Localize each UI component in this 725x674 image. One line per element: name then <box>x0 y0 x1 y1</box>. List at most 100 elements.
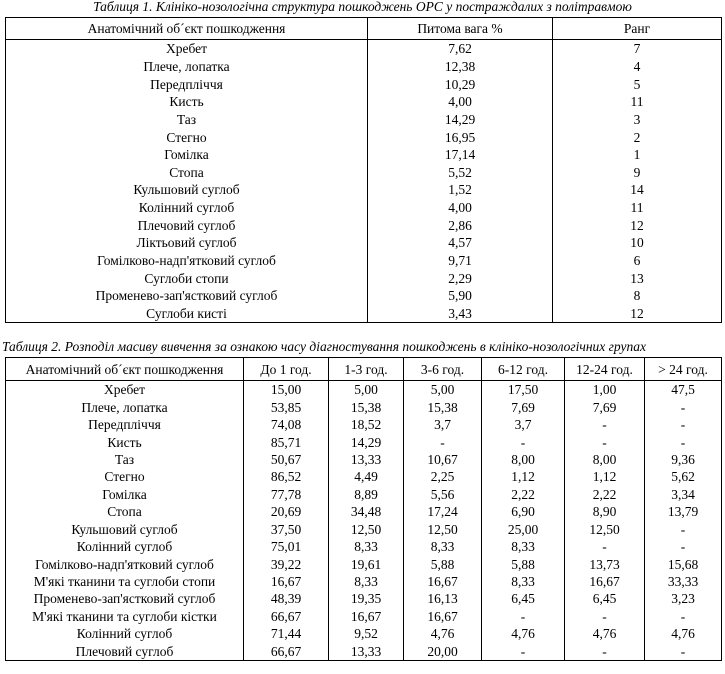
table1-cell: Гомілково-надп'ятковий суглоб <box>5 251 368 270</box>
table1-cell: Плече, лопатка <box>5 57 368 76</box>
table2-cell: 16,67 <box>403 572 482 591</box>
table2-cell: 8,33 <box>481 537 565 556</box>
table2-cell: Кисть <box>5 433 244 451</box>
diagnosis-time-table: Анатомічний об´єкт пошкодження До 1 год.… <box>5 357 722 661</box>
table1-cell: Кисть <box>5 92 368 111</box>
table1-cell: Стегно <box>5 128 368 146</box>
table2-cell: 8,90 <box>564 503 645 521</box>
table2-row: Гомілка 77,78 8,89 5,56 2,22 2,22 3,34 <box>5 485 722 504</box>
table2-cell: 85,71 <box>243 433 329 451</box>
table1-cell: 7 <box>552 39 722 58</box>
table2-cell: Стопа <box>5 503 244 521</box>
table2-cell: 8,89 <box>328 485 404 504</box>
table2-cell: 74,08 <box>243 415 329 434</box>
table1-cell: 4 <box>552 57 722 76</box>
table2-row: М'які тканини та суглоби стопи 16,67 8,33 1… <box>5 572 722 591</box>
table1-cell: 5,90 <box>367 286 553 305</box>
table1-cell: 1 <box>552 145 722 164</box>
table2-cell: 8,33 <box>328 572 404 591</box>
table2-cell: 48,39 <box>243 590 329 608</box>
table2-cell: - <box>564 642 645 661</box>
table2-cell: 50,67 <box>243 450 329 469</box>
table1-header-rank: Ранг <box>552 17 722 40</box>
table1-row: Колінний суглоб 4,00 11 <box>5 198 722 217</box>
table1-row: Суглоби стопи 2,29 13 <box>5 269 722 287</box>
table1-cell: Ліктьовий суглоб <box>5 234 368 252</box>
table2-cell: М'які тканини та суглоби стопи <box>5 572 244 591</box>
table2-cell: 15,38 <box>328 398 404 416</box>
table1-header-object: Анатомічний об´єкт пошкодження <box>5 17 368 40</box>
table2-cell: Гомілка <box>5 485 244 504</box>
table2-cell: Колінний суглоб <box>5 537 244 556</box>
table2-cell: 15,38 <box>403 398 482 416</box>
table2-cell: 2,22 <box>481 485 565 504</box>
table1-cell: Таз <box>5 110 368 129</box>
table1-cell: Хребет <box>5 39 368 58</box>
table2-cell: 12,50 <box>403 520 482 538</box>
table2-cell: 2,25 <box>403 468 482 486</box>
table2-cell: 66,67 <box>243 607 329 626</box>
table2-cell: - <box>644 607 722 626</box>
table2-cell: - <box>644 520 722 538</box>
table1-cell: 7,62 <box>367 39 553 58</box>
table2-cell: 5,00 <box>403 380 482 399</box>
table2-cell: 9,52 <box>328 625 404 643</box>
table2-cell: 16,67 <box>243 572 329 591</box>
table2-cell: - <box>644 642 722 661</box>
table2-cell: 8,33 <box>328 537 404 556</box>
table2-cell: Таз <box>5 450 244 469</box>
table2-cell: 4,76 <box>403 625 482 643</box>
table2-cell: 3,7 <box>481 415 565 434</box>
table1-cell: 11 <box>552 198 722 217</box>
table1-cell: 4,00 <box>367 92 553 111</box>
table2-row: Передпліччя 74,08 18,52 3,7 3,7- - <box>5 415 722 434</box>
table1-cell: 16,95 <box>367 128 553 146</box>
table1-cell: 14 <box>552 181 722 199</box>
table2-cell: Кульшовий суглоб <box>5 520 244 538</box>
table2-cell: 15,68 <box>644 555 722 573</box>
table1-cell: 8 <box>552 286 722 305</box>
table1-row: Плече, лопатка 12,38 4 <box>5 57 722 76</box>
table2-cell: - <box>644 537 722 556</box>
table1-cell: Стопа <box>5 163 368 182</box>
table2-cell: 6,90 <box>481 503 565 521</box>
table1-row: Плечовий суглоб 2,86 12 <box>5 216 722 235</box>
table1-cell: Колінний суглоб <box>5 198 368 217</box>
table1-cell: 1,52 <box>367 181 553 199</box>
table2-header-lt1h: До 1 год. <box>243 357 329 381</box>
structure-table: Анатомічний об´єкт пошкодження Питома ва… <box>5 17 722 324</box>
table2-cell: 77,78 <box>243 485 329 504</box>
table2-cell: 16,13 <box>403 590 482 608</box>
table2-cell: Стегно <box>5 468 244 486</box>
table2-cell: - <box>403 433 482 451</box>
table1-cell: 10 <box>552 234 722 252</box>
table2-cell: 12,50 <box>328 520 404 538</box>
table2-cell: - <box>644 433 722 451</box>
table1-row: Суглоби кисті 3,43 12 <box>5 304 722 324</box>
table2-cell: 17,24 <box>403 503 482 521</box>
table2-cell: 5,88 <box>403 555 482 573</box>
table1-header-row: Анатомічний об´єкт пошкодження Питома ва… <box>5 17 722 40</box>
table2-cell: 13,33 <box>328 450 404 469</box>
table2-cell: 5,62 <box>644 468 722 486</box>
table2-cell: Гомілково-надп'ятковий суглоб <box>5 555 244 573</box>
table2-cell: 10,67 <box>403 450 482 469</box>
table2-header-gt24h: > 24 год. <box>644 357 722 381</box>
table2-cell: 16,67 <box>403 607 482 626</box>
table2-cell: - <box>644 398 722 416</box>
table2-cell: 20,00 <box>403 642 482 661</box>
table2-cell: 47,5 <box>644 380 722 399</box>
table2-cell: 13,73 <box>564 555 645 573</box>
table1-row: Гомілково-надп'ятковий суглоб 9,71 6 <box>5 251 722 270</box>
table2-cell: - <box>564 433 645 451</box>
table1-row: Хребет 7,62 7 <box>5 39 722 58</box>
table1-row: Променево-зап'ястковий суглоб 5,90 8 <box>5 286 722 305</box>
table2-cell: 16,67 <box>328 607 404 626</box>
table2-cell: 7,69 <box>481 398 565 416</box>
table1-cell: 3 <box>552 110 722 129</box>
table2-cell: 34,48 <box>328 503 404 521</box>
table2-cell: 6,45 <box>564 590 645 608</box>
table2-row: Плече, лопатка 53,85 15,38 15,38 7,69 7,69- <box>5 398 722 416</box>
table1-row: Ліктьовий суглоб 4,57 10 <box>5 234 722 252</box>
table2-cell: 19,61 <box>328 555 404 573</box>
